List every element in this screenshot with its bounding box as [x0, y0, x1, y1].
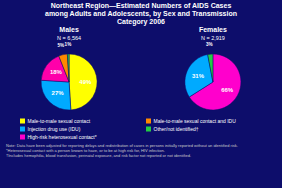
data-label: 1% — [65, 42, 72, 47]
pie-subtitle: N = 6,564 — [57, 35, 81, 41]
data-label: 31% — [192, 73, 205, 79]
data-labels: 66% 31% 3% — [192, 42, 234, 93]
pie-slice — [69, 54, 97, 110]
legend-swatch — [20, 127, 25, 132]
pie-slice — [41, 80, 71, 110]
data-label: 27% — [52, 90, 65, 96]
chart: Northeast Region—Estimated Numbers of AI… — [0, 0, 282, 188]
legend-label: Male-to-male sexual contact and IDU — [154, 118, 237, 124]
data-label: 18% — [50, 69, 63, 75]
legend-swatch — [146, 127, 151, 132]
background — [0, 0, 282, 188]
legend-label: Injection drug use (IDU) — [28, 126, 81, 132]
data-labels: 49% 27% 18% 5%1% — [50, 42, 92, 97]
footnote-line: †Includes hemophilia, blood transfusion,… — [6, 153, 191, 158]
legend-swatch — [20, 119, 25, 124]
footnote: †Includes hemophilia, blood transfusion,… — [6, 153, 191, 158]
pie-slice — [59, 54, 69, 82]
data-label: 66% — [221, 87, 234, 93]
pie — [41, 54, 97, 110]
title: Northeast Region—Estimated Numbers of AI… — [45, 2, 237, 26]
title-line: Northeast Region—Estimated Numbers of AI… — [51, 2, 232, 10]
pie — [185, 54, 241, 110]
data-label: 3% — [206, 42, 213, 47]
pie-slice — [67, 54, 69, 82]
pie-slice — [185, 54, 213, 97]
legend: Male-to-male sexual contact Male-to-male … — [20, 118, 236, 140]
data-label: 5% — [58, 43, 65, 48]
legend-label: Other/not identified† — [154, 126, 199, 132]
pie-title: Females — [199, 26, 227, 33]
data-label: 49% — [79, 78, 92, 84]
pie-slice — [208, 54, 213, 82]
title-line: Category 2006 — [117, 18, 165, 26]
legend-swatch — [146, 119, 151, 124]
pie-title: Males — [59, 26, 79, 33]
legend-label: High-risk heterosexual contact* — [28, 134, 97, 140]
title-line: among Adults and Adolescents, by Sex and… — [45, 10, 237, 18]
legend-label: Male-to-male sexual contact — [28, 118, 91, 124]
pie-subtitle: N = 2,919 — [201, 35, 225, 41]
legend-swatch — [20, 135, 25, 140]
